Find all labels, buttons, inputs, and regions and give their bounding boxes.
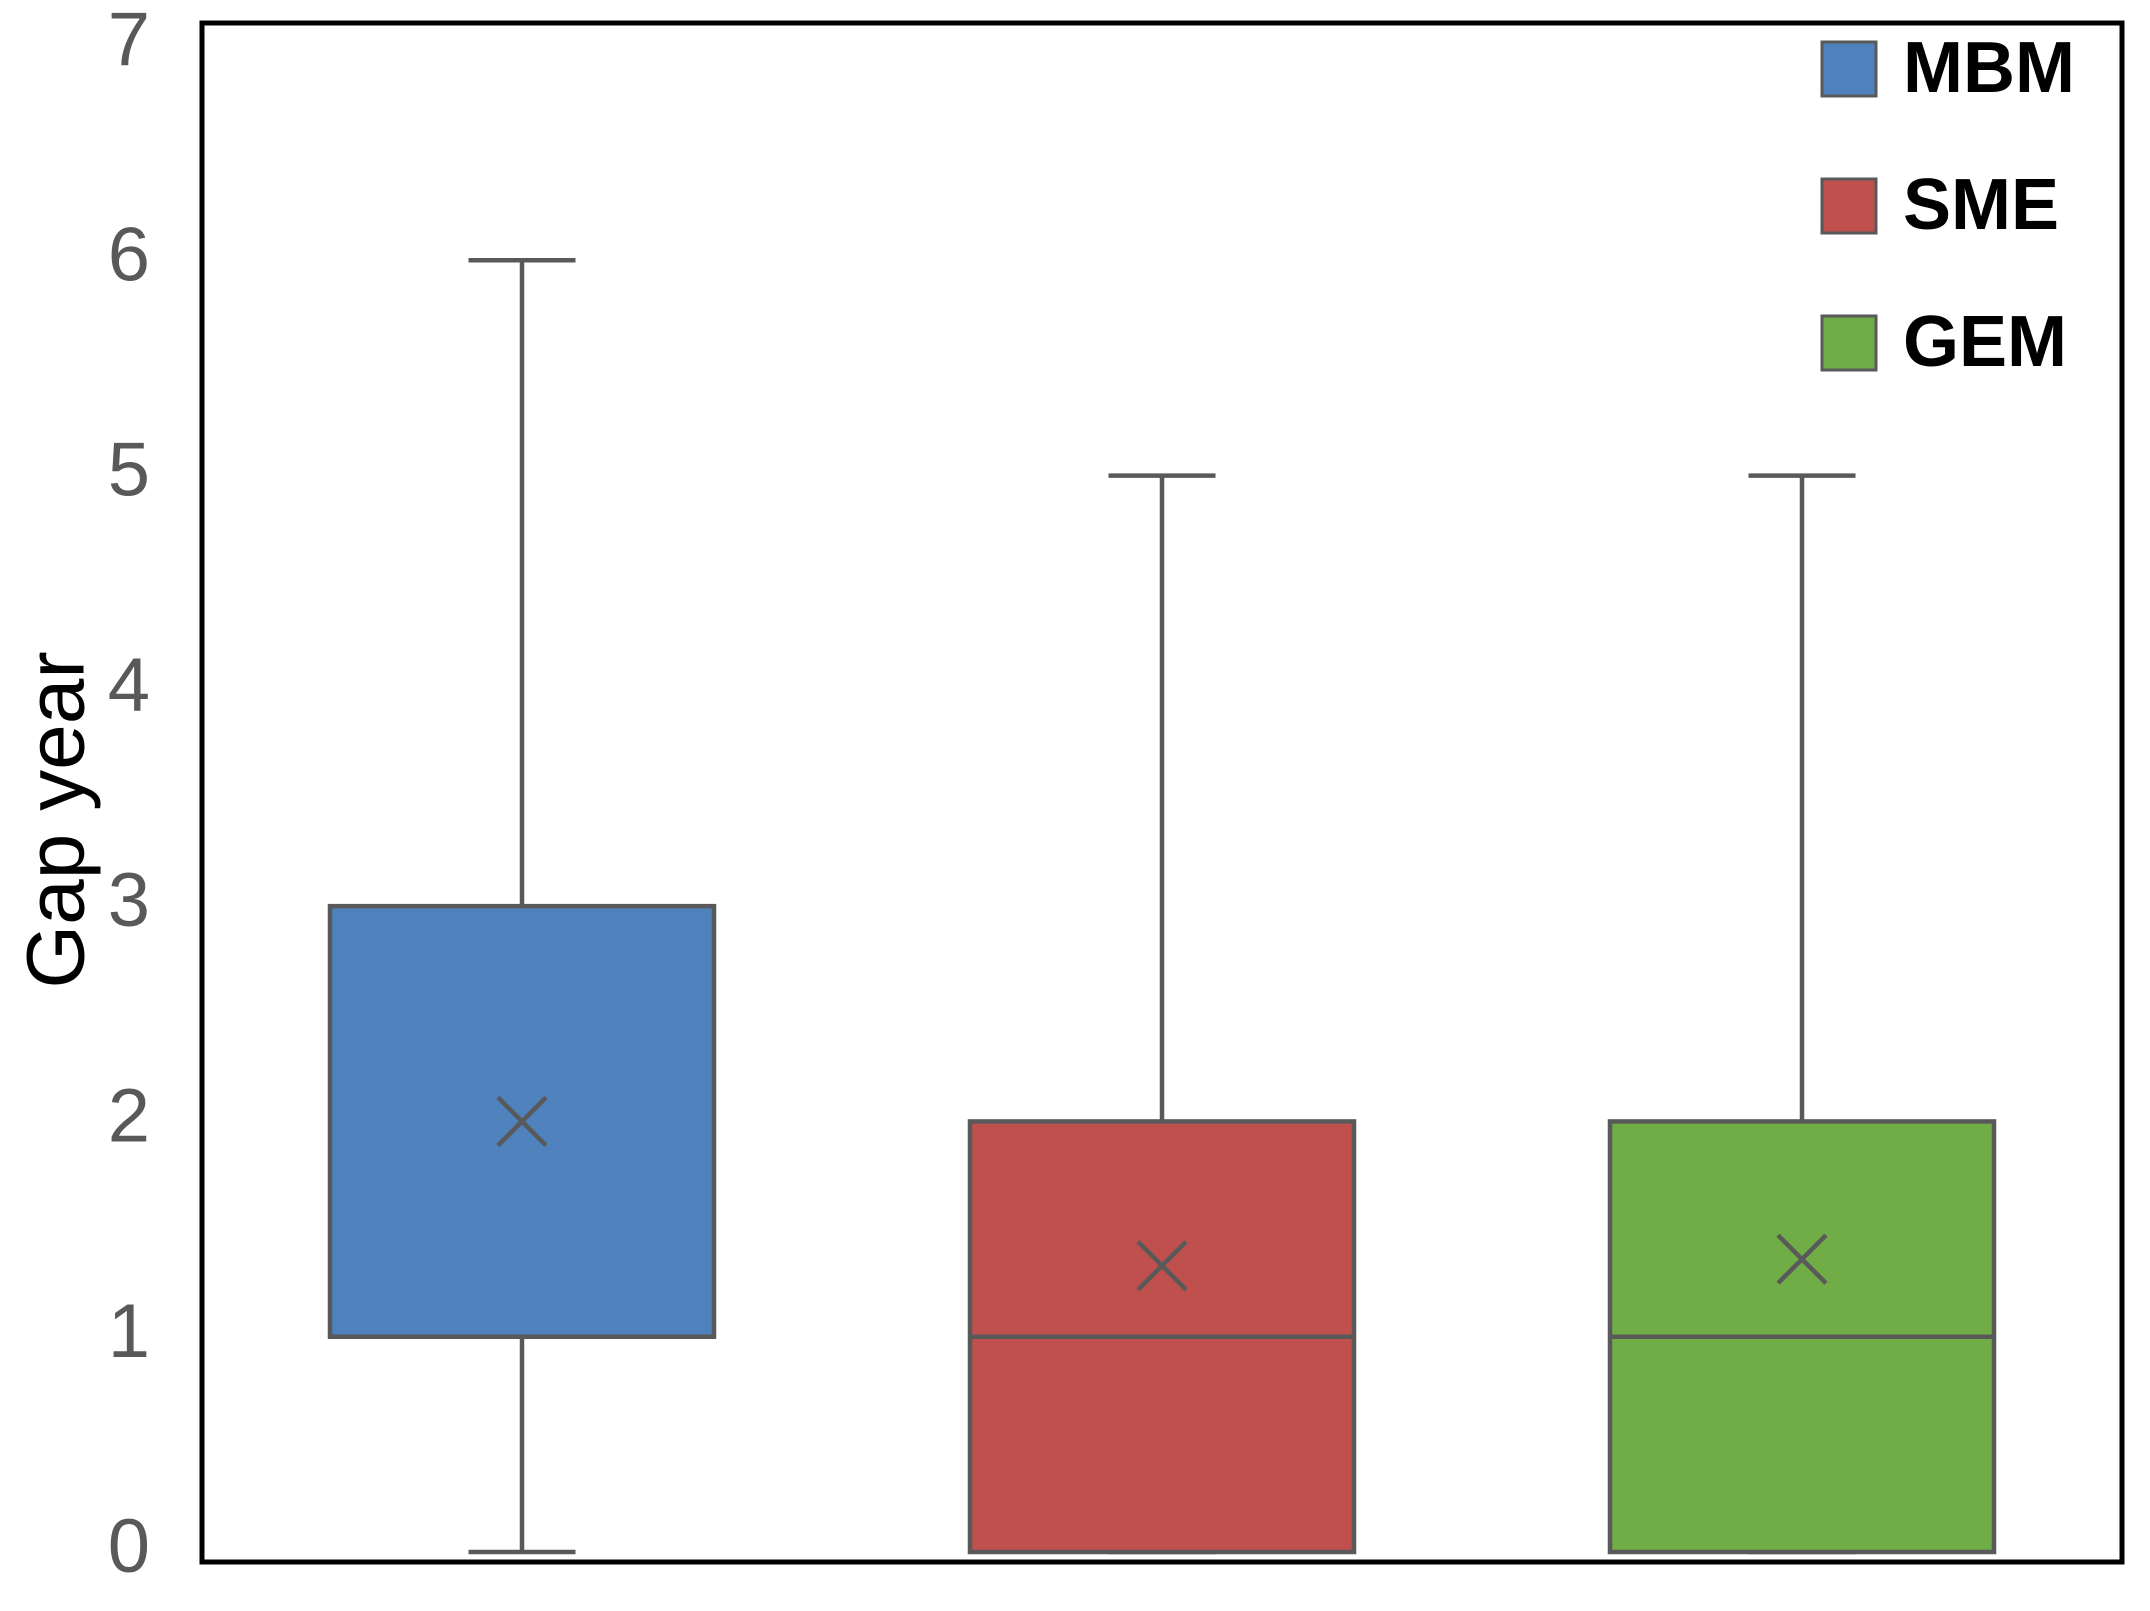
y-tick-label: 2 — [108, 1074, 150, 1159]
y-tick-label: 7 — [108, 0, 150, 82]
mean-marker — [1776, 1233, 1828, 1285]
legend-swatch — [1820, 40, 1878, 98]
y-tick-label: 6 — [108, 212, 150, 297]
legend-swatch — [1820, 314, 1878, 372]
y-tick-label: 3 — [108, 858, 150, 943]
y-tick-label: 5 — [108, 428, 150, 513]
mean-marker — [496, 1095, 548, 1148]
y-tick-label: 0 — [108, 1504, 150, 1589]
legend-label: GEM — [1903, 302, 2067, 382]
legend-swatch — [1820, 177, 1878, 235]
y-tick-label: 1 — [108, 1289, 150, 1374]
y-axis-label: Gap year — [11, 651, 102, 988]
legend-label: SME — [1903, 165, 2059, 245]
plot-frame — [199, 20, 2125, 1565]
y-tick-label: 4 — [108, 643, 150, 728]
legend-label: MBM — [1903, 28, 2075, 108]
mean-marker — [1136, 1240, 1188, 1292]
